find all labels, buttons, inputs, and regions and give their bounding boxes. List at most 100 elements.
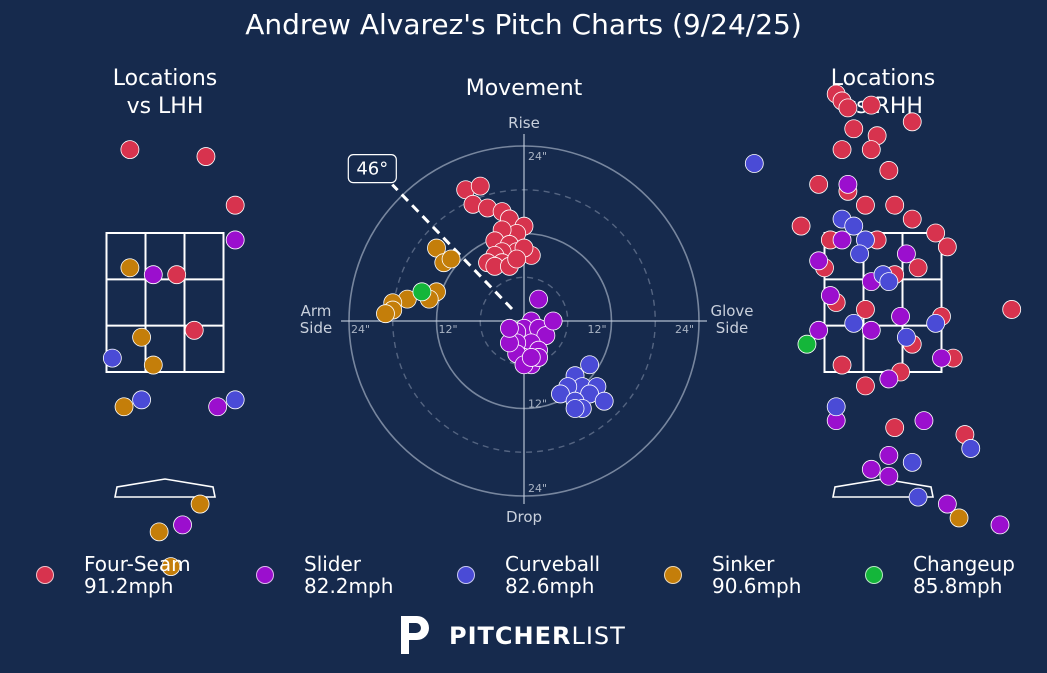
legend-pitch-name: Slider <box>304 552 362 576</box>
rhh-point-curveball-7 <box>926 313 946 333</box>
lhh-point-sinker-3 <box>114 397 134 417</box>
rhh-point-four-seam-27 <box>832 355 852 375</box>
rhh-point-four-seam-9 <box>879 161 899 180</box>
lhh-point-four-seam-1 <box>196 147 216 166</box>
ring-label-left-12: 12" <box>439 323 458 336</box>
rhh-point-curveball-10 <box>826 397 846 417</box>
rhh-point-curveball-8 <box>844 313 864 333</box>
rhh-point-four-seam-12 <box>856 195 875 215</box>
rhh-point-slider-3 <box>897 244 916 264</box>
lhh-point-four-seam-3 <box>167 265 187 285</box>
arm-angle-line <box>391 183 514 311</box>
lhh-point-curveball-2 <box>225 390 245 410</box>
legend-pitch-name: Curveball <box>505 552 601 576</box>
ring-label-bottom-12: 12" <box>528 398 547 411</box>
movement-point-curveball-0 <box>580 355 600 375</box>
lhh-point-slider-2 <box>208 397 228 417</box>
axis-label-arm-side-1: Side <box>300 319 332 337</box>
lhh-point-sinker-0 <box>120 258 140 278</box>
rhh-point-slider-2 <box>832 230 852 250</box>
arm-angle-label: 46° <box>356 159 388 180</box>
lhh-home-plate <box>114 478 216 498</box>
lhh-point-sinker-2 <box>143 355 163 375</box>
legend-pitch-speed: 85.8mph <box>913 574 1003 598</box>
lhh-point-curveball-1 <box>132 390 152 410</box>
rhh-point-slider-1 <box>809 251 829 271</box>
movement-point-four-seam-20 <box>507 249 527 269</box>
axis-label-rise: Rise <box>508 114 540 132</box>
axis-label-drop: Drop <box>506 508 542 526</box>
rhh-point-four-seam-33 <box>885 418 905 438</box>
rhh-point-four-seam-4 <box>844 119 864 139</box>
rhh-point-four-seam-2 <box>838 98 858 118</box>
rhh-point-slider-9 <box>932 348 951 368</box>
lhh-strike-zone <box>105 232 225 373</box>
lhh-point-sinker-4 <box>190 494 210 514</box>
rhh-point-curveball-6 <box>879 272 899 292</box>
movement-point-curveball-9 <box>594 391 614 411</box>
legend-swatch <box>457 566 475 584</box>
ring-label-right-24: 24" <box>675 323 694 336</box>
rhh-point-four-seam-14 <box>902 209 922 229</box>
rhh-point-slider-13 <box>879 445 899 465</box>
lhh-point-four-seam-2 <box>225 195 245 215</box>
legend-pitch-name: Changeup <box>913 552 1015 576</box>
ring-label-left-24: 24" <box>351 323 370 336</box>
legend-pitch-speed: 82.2mph <box>304 574 394 598</box>
lhh-point-four-seam-4 <box>184 320 204 340</box>
rhh-point-slider-6 <box>891 306 910 326</box>
rhh-point-slider-15 <box>879 466 899 486</box>
rhh-point-slider-7 <box>809 320 829 340</box>
rhh-point-slider-10 <box>879 369 899 389</box>
rhh-point-four-seam-31 <box>856 376 875 396</box>
movement-point-slider-17 <box>500 318 519 338</box>
pitcherlist-logo: PITCHERLIST <box>397 612 637 658</box>
movement-point-slider-0 <box>529 289 548 309</box>
axis-label-arm-side-0: Arm <box>301 302 332 320</box>
rhh-point-four-seam-10 <box>809 174 829 194</box>
ring-label-top-24: 24" <box>528 150 547 163</box>
rhh-point-slider-5 <box>820 286 840 305</box>
rhh-point-slider-0 <box>838 174 858 194</box>
legend-pitch-speed: 90.6mph <box>712 574 802 598</box>
movement-panel-title: Movement <box>465 76 583 101</box>
rhh-point-curveball-4 <box>850 244 869 264</box>
movement-point-changeup-0 <box>412 282 432 302</box>
rhh-point-curveball-11 <box>902 452 922 472</box>
legend-swatch <box>36 566 54 584</box>
rhh-point-slider-17 <box>990 515 1010 535</box>
rhh-point-curveball-12 <box>908 487 928 507</box>
rhh-point-curveball-13 <box>961 439 981 458</box>
pitcherlist-p-icon <box>401 616 429 654</box>
rhh-point-four-seam-13 <box>885 195 905 215</box>
rhh-panel-title: Locations vs RHH <box>830 66 936 119</box>
rhh-point-four-seam-7 <box>832 140 852 160</box>
legend-swatch <box>256 566 274 584</box>
axis-label-glove-side-1: Side <box>716 319 748 337</box>
legend-pitch-name: Sinker <box>712 552 775 576</box>
rhh-point-sinker-0 <box>949 508 969 528</box>
lhh-point-sinker-6 <box>161 557 181 576</box>
chart-title: Andrew Alvarez's Pitch Charts (9/24/25) <box>245 8 802 41</box>
lhh-point-slider-1 <box>143 265 163 285</box>
arm-angle-box <box>347 154 397 184</box>
rhh-point-four-seam-19 <box>937 237 957 257</box>
rhh-point-four-seam-3 <box>861 95 881 115</box>
rhh-point-curveball-9 <box>897 327 916 347</box>
rhh-point-four-seam-15 <box>926 223 946 243</box>
rhh-point-four-seam-16 <box>791 216 811 236</box>
movement-point-slider-6 <box>543 311 563 331</box>
rhh-point-four-seam-30 <box>1002 300 1022 319</box>
lhh-point-sinker-5 <box>149 522 169 542</box>
movement-dashed-ring-18 <box>392 189 656 453</box>
movement-point-sinker-8 <box>376 304 395 324</box>
rhh-point-changeup-0 <box>797 334 817 354</box>
pitcherlist-wordmark: PITCHERLIST <box>449 622 626 650</box>
rhh-point-curveball-0 <box>744 154 764 173</box>
lhh-point-sinker-1 <box>132 327 152 347</box>
legend-pitch-speed: 82.6mph <box>505 574 595 598</box>
rhh-point-slider-14 <box>861 459 881 479</box>
axis-label-glove-side-0: Glove <box>710 302 753 320</box>
ring-label-bottom-24: 24" <box>528 482 547 495</box>
